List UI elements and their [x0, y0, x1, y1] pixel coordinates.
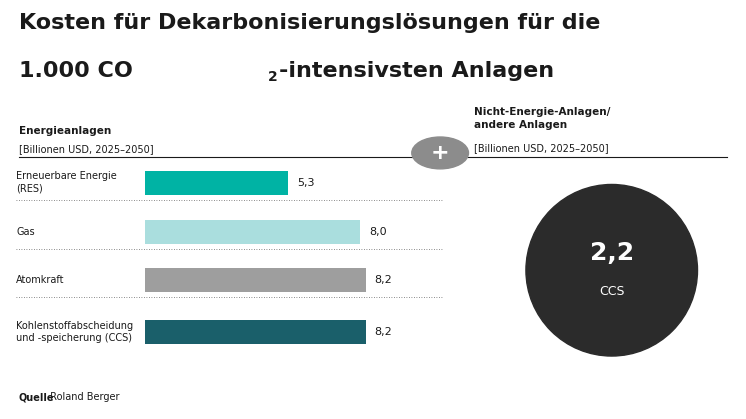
- FancyBboxPatch shape: [145, 320, 366, 344]
- Text: Kosten für Dekarbonisierungslösungen für die: Kosten für Dekarbonisierungslösungen für…: [19, 13, 600, 33]
- Text: Roland Berger: Roland Berger: [47, 392, 119, 402]
- Text: Gas: Gas: [16, 227, 35, 237]
- Text: Kohlenstoffabscheidung
und -speicherung (CCS): Kohlenstoffabscheidung und -speicherung …: [16, 321, 134, 344]
- Text: Energieanlagen: Energieanlagen: [19, 126, 111, 136]
- Text: +: +: [431, 143, 449, 163]
- Text: Quelle: Quelle: [19, 392, 54, 402]
- Text: 2,2: 2,2: [589, 241, 634, 266]
- Text: CCS: CCS: [599, 285, 624, 298]
- Text: [Billionen USD, 2025–2050]: [Billionen USD, 2025–2050]: [19, 144, 153, 154]
- Text: 2: 2: [267, 70, 278, 84]
- Ellipse shape: [526, 184, 698, 356]
- Text: 8,0: 8,0: [369, 227, 387, 237]
- FancyBboxPatch shape: [145, 171, 288, 195]
- Text: Atomkraft: Atomkraft: [16, 275, 65, 285]
- Text: Erneuerbare Energie
(RES): Erneuerbare Energie (RES): [16, 171, 117, 194]
- Text: 8,2: 8,2: [374, 275, 392, 285]
- Text: -intensivsten Anlagen: -intensivsten Anlagen: [279, 61, 554, 81]
- Text: [Billionen USD, 2025–2050]: [Billionen USD, 2025–2050]: [474, 143, 608, 153]
- Text: 5,3: 5,3: [297, 178, 314, 188]
- Text: 8,2: 8,2: [374, 327, 392, 337]
- FancyBboxPatch shape: [145, 220, 360, 244]
- Text: Nicht-Energie-Anlagen/
andere Anlagen: Nicht-Energie-Anlagen/ andere Anlagen: [474, 107, 610, 130]
- Circle shape: [412, 137, 468, 169]
- Text: 1.000 CO: 1.000 CO: [19, 61, 133, 81]
- FancyBboxPatch shape: [145, 268, 366, 292]
